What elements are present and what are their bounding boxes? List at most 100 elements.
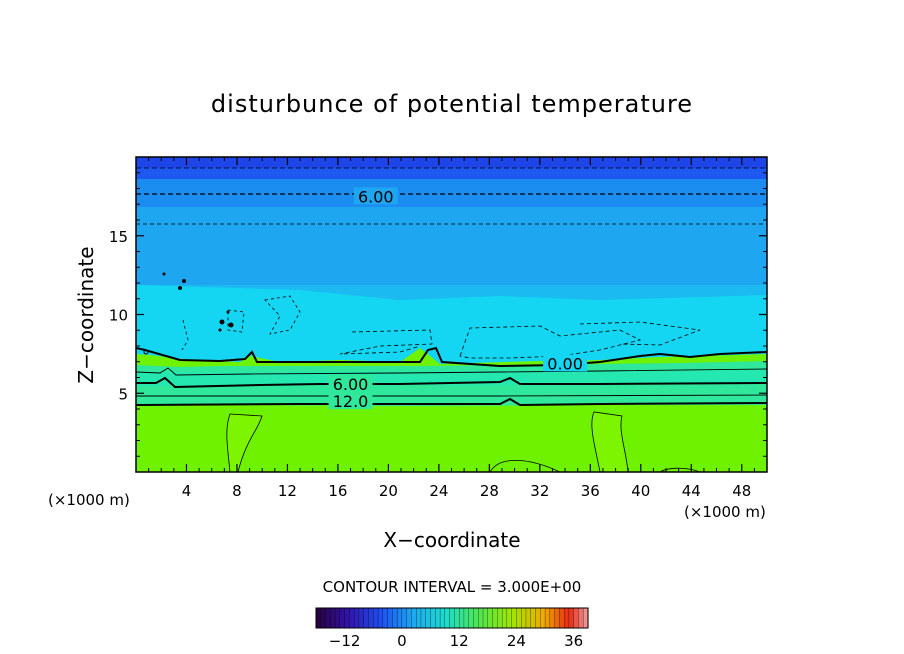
colorbar-cell: [430, 607, 436, 629]
colorbar-cell: [358, 607, 365, 629]
contour-zero: [136, 346, 767, 368]
contour-label-bg: [543, 354, 588, 372]
plot-area: [136, 157, 767, 472]
contour-dashed-blob-2: [459, 325, 642, 359]
colorbar-cell: [521, 607, 527, 629]
colorbar-tick-label: 12: [450, 632, 469, 650]
colorbar-cell: [411, 607, 417, 629]
colorbar-cell: [344, 607, 350, 629]
colorbar-cell: [401, 607, 408, 629]
colorbar-cell: [368, 607, 374, 629]
colorbar-cell: [478, 607, 484, 629]
colorbar-cell: [578, 607, 584, 629]
surface-dome-right: [659, 467, 701, 472]
colorbar-cell: [339, 607, 346, 629]
contour-dot: [218, 328, 222, 332]
colorbar-cell: [334, 607, 341, 629]
contour-dot: [228, 322, 234, 328]
colorbar-frame: [315, 607, 589, 629]
colorbar-cell: [497, 607, 503, 629]
contour-label: 0.00: [547, 354, 583, 373]
contour-interval-text: CONTOUR INTERVAL = 3.000E+00: [323, 578, 582, 596]
surface-plume-left: [226, 413, 263, 472]
x-axis: 4 8 12 16 20 24 28 32 36 40 44 48: [148, 157, 755, 500]
x-tick-label: 44: [682, 482, 701, 500]
colorbar-cell: [535, 607, 541, 629]
colorbar-cell: [382, 607, 389, 629]
x-axis-label: X−coordinate: [383, 528, 520, 552]
colorbar-cell: [330, 607, 336, 629]
contour-dashed-blob-1: [339, 329, 433, 355]
layer-upper-patches: [136, 285, 767, 300]
contour-three: [136, 367, 767, 376]
colorbar-cell: [406, 607, 412, 629]
x-tick-label: 12: [278, 482, 297, 500]
contour-dot: [143, 349, 149, 355]
contour-dashed-blob-4: [264, 295, 301, 335]
y-axis: 5 10 15: [109, 172, 767, 457]
colorbar-tick-label: −12: [329, 632, 361, 650]
colorbar-cell: [449, 607, 455, 629]
colorbar-cell: [387, 607, 393, 629]
colorbar-cell: [492, 607, 498, 629]
colorbar-cell: [549, 607, 556, 629]
contour-dashed-blob-3: [579, 321, 701, 346]
contour-label: 6.00: [333, 375, 369, 394]
colorbar-cell: [516, 607, 522, 629]
colorbar-cell: [525, 607, 532, 629]
x-tick-label: 40: [631, 482, 650, 500]
colorbar-tick-label: 36: [564, 632, 583, 650]
y-axis-label: Z−coordinate: [74, 246, 98, 383]
x-tick-label: 32: [530, 482, 549, 500]
colorbar-cell: [363, 607, 370, 629]
colorbar-cell: [559, 607, 565, 629]
colorbar-cell: [501, 607, 508, 629]
colorbar-cell: [420, 607, 427, 629]
colorbar-cell: [487, 607, 494, 629]
y-tick-label: 15: [109, 228, 128, 246]
colorbar-cell: [396, 607, 403, 629]
contour-dot: [182, 279, 186, 283]
x-tick-label: 36: [581, 482, 600, 500]
contour-label-bg: [328, 374, 373, 392]
colorbar-cell: [511, 607, 517, 629]
colorbar-cell: [320, 607, 327, 629]
colorbar-cell: [354, 607, 360, 629]
colorbar-cell: [439, 607, 446, 629]
contour-dot: [162, 272, 166, 276]
x-tick-label: 20: [379, 482, 398, 500]
colorbar-cell: [425, 607, 432, 629]
colorbar: −12 0 12 24 36: [315, 607, 589, 650]
contour-label-bg: [353, 187, 398, 205]
x-unit-left: (×1000 m): [48, 491, 130, 509]
colorbar-cell: [349, 607, 355, 629]
contour-label-bg: [328, 392, 373, 410]
colorbar-cell: [473, 607, 479, 629]
colorbar-cell: [459, 607, 465, 629]
x-unit-right: (×1000 m): [684, 503, 766, 521]
contour-twelve: [136, 397, 767, 407]
colorbar-cell: [468, 607, 475, 629]
colorbar-cell: [454, 607, 460, 629]
colorbar-cell: [373, 607, 379, 629]
colorbar-cell: [435, 607, 441, 629]
colorbar-cell: [554, 607, 560, 629]
x-tick-label: 28: [480, 482, 499, 500]
x-tick-label: 8: [232, 482, 242, 500]
contour-dot: [226, 310, 230, 314]
contour-dot: [219, 319, 225, 325]
colorbar-cell: [506, 607, 513, 629]
surface-dome: [489, 459, 561, 472]
colorbar-cell: [444, 607, 451, 629]
colorbar-cell: [530, 607, 537, 629]
colorbar-cell: [544, 607, 551, 629]
surface-plume-right: [591, 411, 629, 472]
colorbar-cell: [540, 607, 546, 629]
chart-title: disturbunce of potential temperature: [211, 90, 693, 118]
layer-top-edge: [136, 157, 767, 168]
x-tick-label: 4: [182, 482, 192, 500]
colorbar-cell: [377, 607, 384, 629]
colorbar-cell: [482, 607, 489, 629]
